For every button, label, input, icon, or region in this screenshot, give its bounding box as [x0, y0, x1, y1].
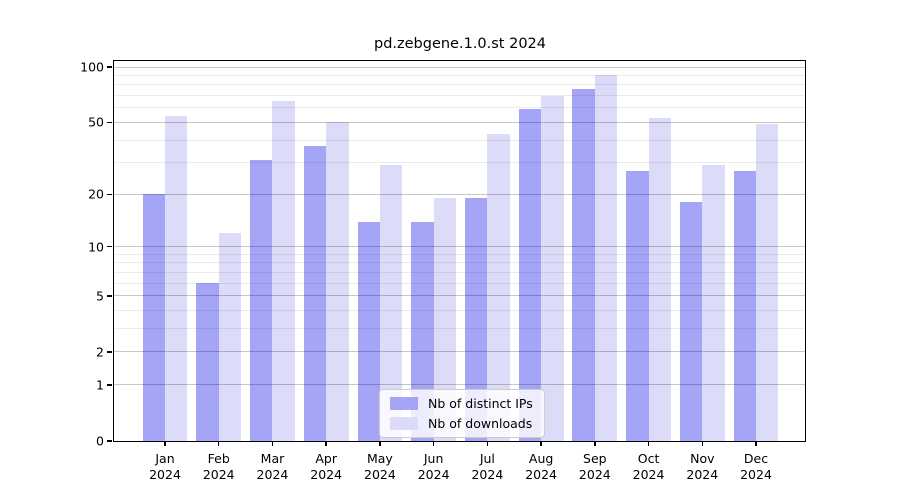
bar-jan-ips: [142, 194, 165, 441]
bar-apr-ips: [303, 146, 327, 441]
x-tick-label-feb: Feb 2024: [202, 451, 235, 482]
y-tick-10: [107, 245, 112, 248]
x-tick-nov: [701, 441, 704, 446]
legend-label-distinct-ips: Nb of distinct IPs: [428, 396, 533, 411]
bar-dec-downloads: [756, 123, 779, 441]
x-tick-label-jan: Jan 2024: [149, 451, 181, 482]
bar-nov-ips: [679, 202, 703, 441]
chart-title: pd.zebgene.1.0.st 2024: [373, 36, 547, 52]
bar-oct-downloads: [648, 117, 671, 441]
y-tick-2: [107, 351, 112, 353]
bar-nov-downloads: [702, 165, 725, 441]
y-tick-1: [107, 384, 112, 386]
x-tick-sep: [594, 441, 596, 446]
bar-aug-ips: [518, 109, 542, 441]
x-tick-label-apr: Apr 2024: [310, 451, 343, 482]
x-tick-label-mar: Mar 2024: [256, 451, 289, 482]
x-tick-jul: [486, 441, 489, 446]
y-tick-label-100: 100: [80, 59, 104, 75]
bar-oct-ips: [626, 170, 649, 441]
gridline-minor-90: [114, 74, 805, 76]
y-tick-label-10: 10: [88, 239, 104, 255]
legend-item-downloads: Nb of downloads: [390, 416, 533, 431]
gridline-minor-40: [114, 139, 805, 141]
bar-sep-downloads: [594, 75, 618, 441]
y-tick-label-5: 5: [96, 288, 104, 304]
bar-jun-ips: [411, 221, 434, 441]
x-tick-apr: [325, 441, 327, 446]
x-tick-label-jun: Jun 2024: [417, 451, 450, 482]
y-tick-100: [107, 66, 112, 68]
bar-may-downloads: [379, 165, 403, 441]
gridline-minor-60: [114, 107, 805, 109]
legend-swatch-distinct-ips: [390, 397, 418, 410]
bar-jan-downloads: [165, 116, 188, 441]
plot-area: Nb of distinct IPs Nb of downloads 0 1 2 5 1…: [80, 60, 806, 482]
gridline-minor-80: [114, 84, 805, 86]
x-tick-jun: [432, 441, 435, 446]
bar-apr-downloads: [326, 122, 349, 441]
gridline-minor-30: [114, 162, 805, 164]
x-tick-feb: [217, 441, 220, 446]
x-tick-label-dec: Dec 2024: [740, 451, 772, 482]
y-tick-5: [107, 295, 112, 297]
gridline-major-100: [114, 66, 805, 68]
bar-feb-downloads: [218, 233, 242, 441]
y-tick-label-50: 50: [88, 114, 104, 130]
y-tick-label-2: 2: [96, 344, 104, 360]
x-tick-label-sep: Sep 2024: [578, 451, 611, 482]
bar-mar-ips: [250, 160, 273, 441]
x-tick-label-aug: Aug 2024: [525, 451, 558, 482]
bar-sep-ips: [572, 89, 595, 441]
bar-jun-downloads: [433, 198, 457, 441]
y-tick-label-1: 1: [96, 377, 104, 393]
bar-dec-ips: [733, 170, 757, 441]
x-tick-label-nov: Nov 2024: [686, 451, 719, 482]
y-tick-0: [107, 440, 112, 442]
y-tick-20: [107, 193, 112, 196]
bar-jul-ips: [464, 198, 488, 441]
gridline-major-50: [114, 121, 805, 123]
y-tick-50: [107, 121, 112, 124]
x-tick-jan: [164, 441, 166, 446]
x-tick-aug: [540, 441, 542, 446]
bar-mar-downloads: [272, 101, 295, 441]
legend-label-downloads: Nb of downloads: [428, 416, 533, 431]
legend-item-distinct-ips: Nb of distinct IPs: [390, 396, 533, 411]
legend: Nb of distinct IPs Nb of downloads: [379, 389, 545, 438]
x-tick-mar: [271, 441, 274, 446]
bar-feb-ips: [196, 283, 219, 441]
x-tick-dec: [755, 441, 757, 446]
x-tick-label-may: May 2024: [364, 451, 396, 482]
x-tick-oct: [647, 441, 650, 446]
y-tick-label-0: 0: [96, 433, 104, 449]
bar-aug-downloads: [541, 95, 564, 441]
x-tick-label-oct: Oct 2024: [632, 451, 665, 482]
legend-swatch-downloads: [390, 417, 418, 430]
bar-may-ips: [357, 221, 380, 441]
bar-jul-downloads: [487, 134, 510, 441]
y-tick-label-20: 20: [88, 186, 104, 202]
x-tick-label-jul: Jul 2024: [471, 451, 504, 482]
gridline-minor-70: [114, 95, 805, 97]
x-tick-may: [379, 441, 381, 446]
